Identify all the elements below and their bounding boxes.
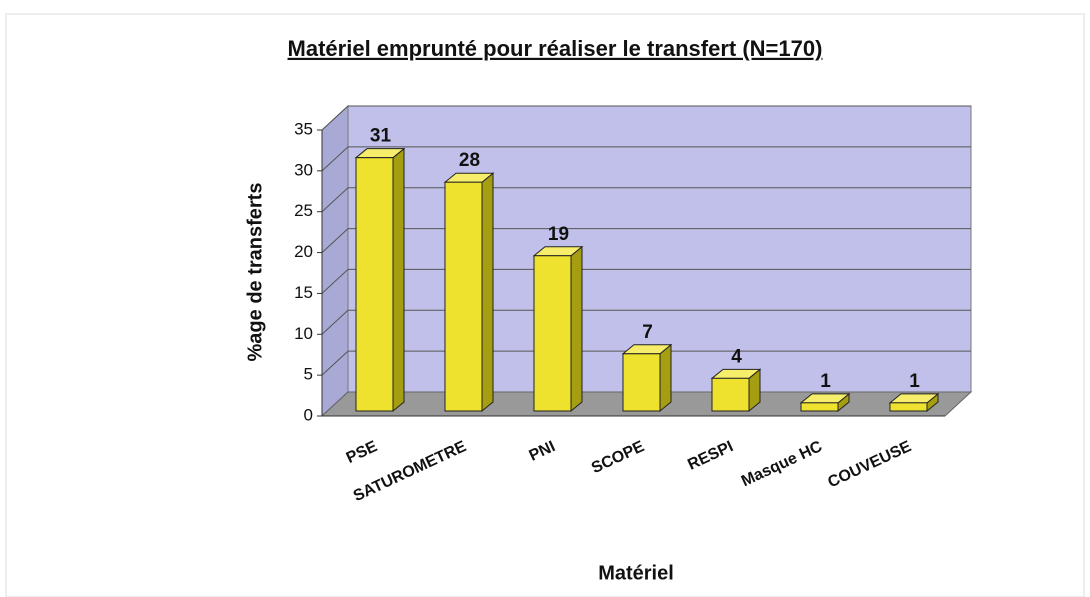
y-tick-label: 0 bbox=[304, 405, 313, 424]
data-label: 7 bbox=[642, 322, 653, 343]
grid-line bbox=[321, 268, 971, 294]
y-tick-label: 20 bbox=[294, 242, 313, 261]
y-tick-label: 10 bbox=[294, 324, 313, 343]
bar bbox=[888, 392, 940, 413]
bar bbox=[710, 368, 762, 413]
bar-side bbox=[659, 343, 672, 413]
grid-line bbox=[321, 350, 971, 376]
grid-line bbox=[321, 187, 971, 213]
grid-line bbox=[321, 105, 971, 131]
y-tick-label: 35 bbox=[294, 119, 313, 138]
data-label: 1 bbox=[820, 371, 831, 392]
data-label: 28 bbox=[459, 150, 480, 171]
bar-front bbox=[355, 157, 394, 412]
y-tick-label: 5 bbox=[304, 365, 313, 384]
bar bbox=[621, 343, 673, 413]
bar bbox=[532, 245, 584, 413]
data-label: 4 bbox=[731, 346, 742, 367]
left-wall bbox=[321, 104, 349, 418]
x-axis-label: Matériel bbox=[598, 562, 674, 584]
bar bbox=[443, 172, 495, 413]
chart-title: Matériel emprunté pour réaliser le trans… bbox=[288, 36, 823, 61]
y-tick-label: 30 bbox=[294, 160, 313, 179]
bar-side bbox=[392, 147, 405, 413]
y-tick-label: 25 bbox=[294, 201, 313, 220]
data-label: 31 bbox=[370, 126, 392, 147]
bar-front bbox=[800, 402, 839, 412]
bar-front bbox=[444, 181, 483, 412]
bar-side bbox=[481, 172, 494, 413]
grid-line bbox=[321, 309, 971, 335]
bar bbox=[354, 147, 406, 413]
grid-line bbox=[321, 146, 971, 172]
y-axis-label: %age de transferts bbox=[244, 183, 266, 362]
data-label: 1 bbox=[909, 371, 920, 392]
bar-front bbox=[622, 353, 661, 412]
bar-front bbox=[533, 255, 572, 412]
bar-front bbox=[711, 377, 750, 412]
bar bbox=[799, 392, 851, 413]
bar-side bbox=[570, 245, 583, 413]
data-label: 19 bbox=[548, 224, 569, 245]
y-tick-label: 15 bbox=[294, 283, 313, 302]
bar-front bbox=[889, 402, 928, 412]
grid-line bbox=[321, 228, 971, 253]
